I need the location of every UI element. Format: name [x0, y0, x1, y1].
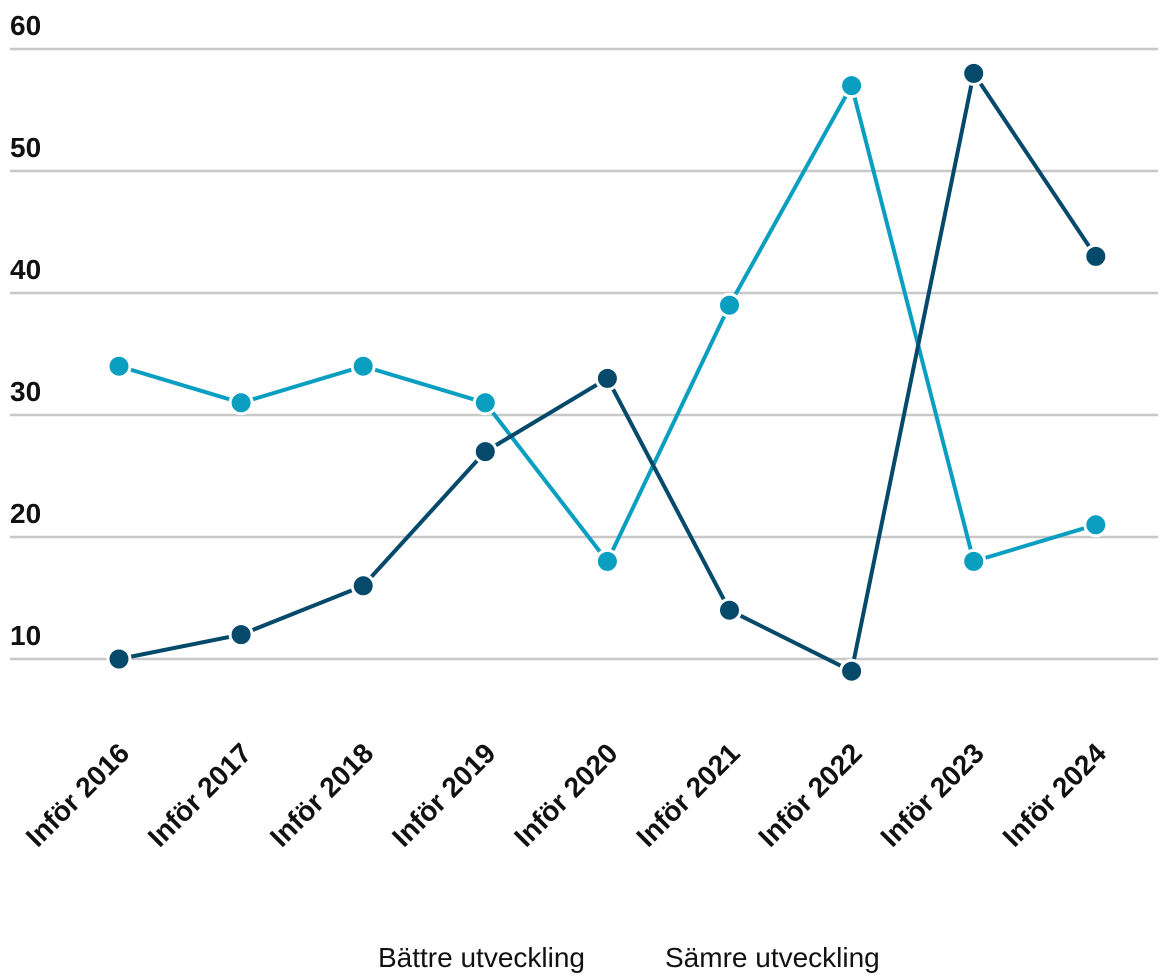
legend-label: Bättre utveckling [378, 942, 585, 973]
point [594, 548, 620, 574]
point [106, 646, 132, 672]
line [118, 80, 1097, 566]
y-tick-label: 40 [10, 254, 41, 285]
x-tick-label: Inför 2023 [874, 737, 989, 852]
point [839, 658, 865, 684]
point [1083, 512, 1109, 538]
point [228, 622, 254, 648]
point [961, 548, 987, 574]
point [350, 353, 376, 379]
point [717, 597, 742, 623]
y-tick-label: 50 [10, 132, 41, 163]
y-tick-label: 10 [10, 620, 41, 651]
y-tick-label: 20 [10, 498, 41, 529]
x-tick-label: Inför 2017 [142, 737, 257, 852]
point [472, 390, 498, 416]
x-tick-label: Inför 2020 [508, 737, 623, 852]
x-tick-label: Inför 2021 [630, 737, 745, 852]
point [839, 73, 865, 99]
x-tick-label: Inför 2019 [386, 737, 501, 852]
point [228, 390, 254, 416]
point [594, 365, 620, 391]
point [106, 353, 132, 379]
x-tick-label: Inför 2024 [997, 737, 1113, 853]
x-tick-label: Inför 2016 [20, 737, 135, 852]
x-tick-label: Inför 2022 [752, 737, 867, 852]
y-tick-label: 60 [10, 10, 41, 41]
point [472, 439, 498, 465]
point [717, 292, 742, 318]
point [350, 573, 376, 599]
x-tick-label: Inför 2018 [264, 737, 379, 852]
point [1083, 243, 1109, 269]
legend-label: Sämre utveckling [665, 942, 880, 973]
point [961, 60, 987, 86]
y-tick-label: 30 [10, 376, 41, 407]
